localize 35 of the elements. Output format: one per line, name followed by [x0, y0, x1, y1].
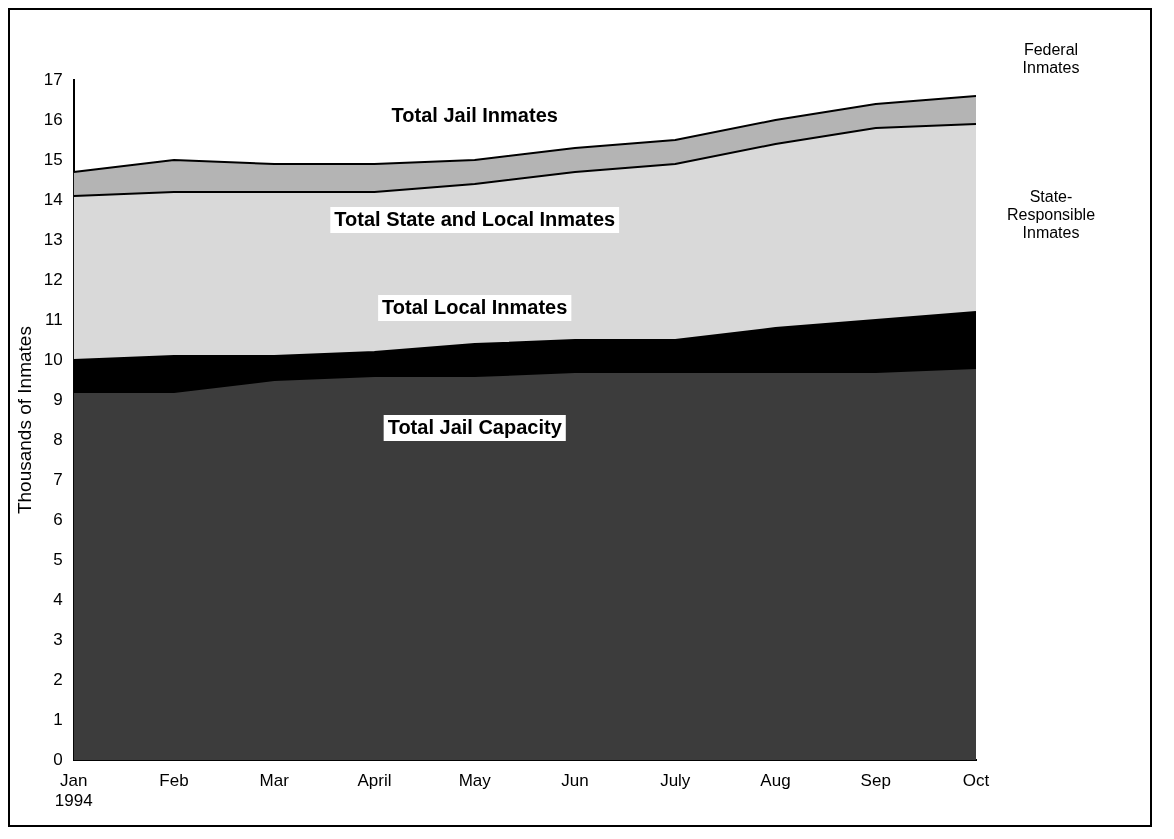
y-tick-label: 14: [43, 189, 63, 209]
series-label: Total Local Inmates: [382, 295, 568, 318]
x-tick-label: Feb: [159, 771, 189, 791]
text: Federal Inmates: [1021, 41, 1081, 77]
y-axis-title: Thousands of Inmates: [13, 326, 35, 515]
y-tick-label: 12: [43, 269, 63, 289]
y-tick-label: 6: [53, 509, 63, 529]
x-tick-label: Sep: [860, 771, 891, 791]
y-tick-label: 5: [53, 549, 63, 569]
y-tick-label: 10: [43, 349, 63, 369]
text: State-Responsible Inmates: [1005, 188, 1097, 243]
y-tick-label: 13: [43, 229, 63, 249]
y-tick-label: 16: [43, 109, 63, 129]
x-tick-label: April: [357, 771, 392, 791]
x-tick-label: Jan 1994: [54, 771, 93, 811]
x-tick-label: Aug: [760, 771, 791, 791]
y-tick-label: 7: [53, 469, 63, 489]
x-tick-label: May: [458, 771, 492, 791]
x-tick-label: July: [660, 771, 691, 791]
y-tick-label: 15: [43, 149, 63, 169]
y-tick-label: 17: [43, 69, 63, 89]
x-tick-label: Oct: [962, 771, 990, 791]
y-tick-label: 8: [53, 429, 63, 449]
x-tick-label: Jun: [561, 771, 589, 791]
y-tick-label: 0: [53, 749, 63, 769]
y-tick-label: 4: [53, 589, 63, 609]
series-label: Total Jail Capacity: [387, 415, 563, 438]
y-tick-label: 3: [53, 629, 63, 649]
y-tick-label: 11: [45, 309, 63, 329]
series-label: Total State and Local Inmates: [334, 207, 616, 230]
series-label: Total Jail Inmates: [391, 103, 558, 126]
x-tick-label: Mar: [259, 771, 290, 791]
y-tick-label: 1: [53, 709, 63, 729]
y-tick-label: 9: [53, 389, 63, 409]
y-tick-label: 2: [53, 669, 63, 689]
